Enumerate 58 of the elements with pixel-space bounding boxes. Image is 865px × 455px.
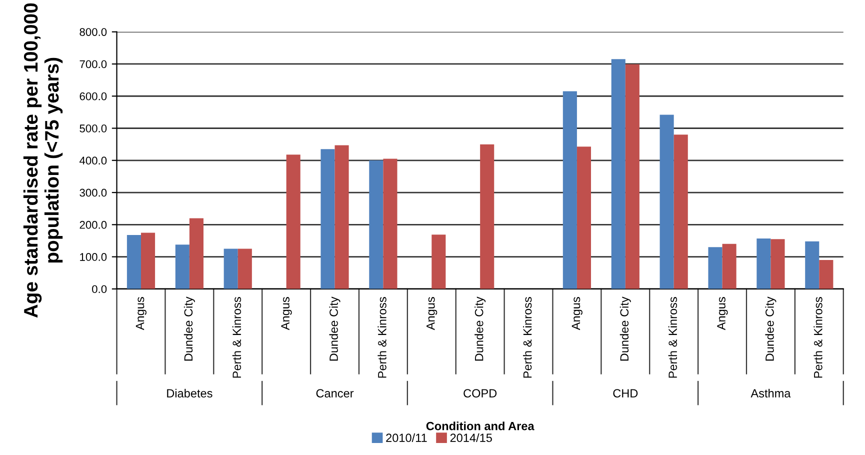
y-tick-label: 300.0: [80, 188, 107, 197]
x-tick-label: Perth & Kinross: [378, 297, 386, 378]
bar: [611, 59, 626, 289]
y-tick-label: 500.0: [80, 124, 107, 132]
bar: [625, 64, 640, 289]
bar: [756, 238, 771, 289]
y-tick-label: 0.0: [92, 285, 107, 294]
bar: [175, 244, 190, 289]
x-tick-label: Angus: [136, 297, 146, 330]
x-tick-label: Dundee City: [474, 296, 486, 361]
bar: [140, 232, 156, 289]
bar: [238, 248, 252, 289]
x-tick-label: Dundee City: [329, 296, 340, 361]
y-tick-label: 100.0: [80, 253, 107, 261]
legend-label: 2010/11: [386, 433, 427, 442]
text: Cancer: [316, 389, 354, 398]
y-tick-label: 600.0: [80, 92, 107, 100]
x-tick-label: Perth & Kinross: [668, 297, 678, 378]
x-tick-label: Angus: [717, 297, 728, 330]
bar: [722, 244, 736, 289]
bar: [286, 154, 300, 289]
y-axis-title: Age standardised rate per 100,000 population (<75 years): [23, 3, 63, 318]
bar: [224, 248, 238, 289]
bar: [383, 158, 398, 289]
text: COPD: [464, 389, 497, 398]
y-tick-label: 200.0: [80, 220, 107, 229]
x-tick-label: Angus: [281, 297, 292, 330]
text: Asthma: [750, 388, 791, 398]
text: Diabetes: [167, 388, 212, 398]
bar: [805, 241, 820, 289]
bar: [562, 91, 577, 289]
x-tick-label: Dundee City: [620, 296, 631, 361]
y-tick-label: 800.0: [80, 28, 107, 36]
x-tick-label: Dundee City: [765, 296, 776, 361]
bar: [334, 145, 349, 289]
bar: [369, 160, 384, 289]
bar: [674, 134, 688, 289]
bar: [126, 234, 141, 289]
x-tick-label: Angus: [426, 297, 438, 330]
x-tick-label: Perth & Kinross: [814, 297, 822, 378]
bar: [660, 114, 674, 289]
y-tick-label: 700.0: [80, 60, 107, 68]
x-tick-label: Perth & Kinross: [232, 297, 242, 378]
bar: [770, 239, 785, 289]
bar: [576, 146, 592, 289]
bar: [432, 234, 446, 289]
bar: [480, 144, 494, 289]
bar: [708, 247, 722, 289]
bar: [189, 218, 204, 289]
x-tick-label: Dundee City: [184, 296, 195, 361]
bar: [819, 260, 834, 289]
bar: [320, 149, 335, 289]
x-tick-label: Perth & Kinross: [523, 297, 532, 378]
x-axis-title: Condition and Area: [426, 422, 534, 430]
y-tick-label: 400.0: [80, 156, 107, 165]
x-tick-label: Angus: [572, 297, 582, 330]
legend-label: 2014/15: [450, 433, 492, 442]
text: CHD: [613, 389, 638, 398]
